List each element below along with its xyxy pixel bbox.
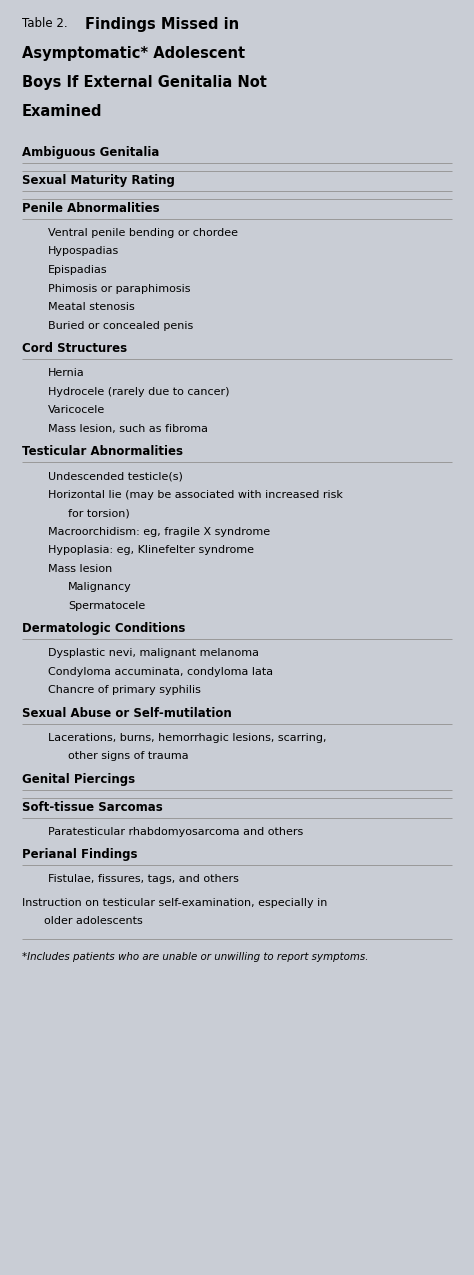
Text: Chancre of primary syphilis: Chancre of primary syphilis [48, 685, 201, 695]
Text: Dermatologic Conditions: Dermatologic Conditions [22, 622, 185, 635]
Text: Testicular Abnormalities: Testicular Abnormalities [22, 445, 183, 458]
Text: Boys If External Genitalia Not: Boys If External Genitalia Not [22, 75, 267, 91]
Text: Dysplastic nevi, malignant melanoma: Dysplastic nevi, malignant melanoma [48, 648, 259, 658]
Text: Examined: Examined [22, 105, 102, 119]
Text: Penile Abnormalities: Penile Abnormalities [22, 201, 160, 215]
Text: Asymptomatic* Adolescent: Asymptomatic* Adolescent [22, 46, 245, 61]
Text: other signs of trauma: other signs of trauma [68, 751, 189, 761]
Text: Instruction on testicular self-examination, especially in: Instruction on testicular self-examinati… [22, 898, 328, 908]
Text: *Includes patients who are unable or unwilling to report symptoms.: *Includes patients who are unable or unw… [22, 951, 368, 961]
Text: older adolescents: older adolescents [44, 915, 143, 926]
Text: Horizontal lie (may be associated with increased risk: Horizontal lie (may be associated with i… [48, 490, 343, 500]
Text: Lacerations, burns, hemorrhagic lesions, scarring,: Lacerations, burns, hemorrhagic lesions,… [48, 733, 327, 742]
Text: Spermatocele: Spermatocele [68, 601, 145, 611]
Text: Genital Piercings: Genital Piercings [22, 773, 135, 785]
Text: Phimosis or paraphimosis: Phimosis or paraphimosis [48, 283, 191, 293]
Text: Table 2.: Table 2. [22, 17, 68, 31]
Text: Findings Missed in: Findings Missed in [85, 17, 239, 32]
Text: Fistulae, fissures, tags, and others: Fistulae, fissures, tags, and others [48, 873, 239, 884]
Text: Sexual Maturity Rating: Sexual Maturity Rating [22, 173, 175, 187]
Text: Mass lesion: Mass lesion [48, 564, 112, 574]
Text: Hypoplasia: eg, Klinefelter syndrome: Hypoplasia: eg, Klinefelter syndrome [48, 544, 254, 555]
Text: Hypospadias: Hypospadias [48, 246, 119, 256]
Text: Malignancy: Malignancy [68, 581, 132, 592]
Text: Epispadias: Epispadias [48, 265, 108, 275]
Text: for torsion): for torsion) [68, 507, 130, 518]
Text: Varicocele: Varicocele [48, 405, 105, 414]
Text: Ambiguous Genitalia: Ambiguous Genitalia [22, 147, 159, 159]
Text: Paratesticular rhabdomyosarcoma and others: Paratesticular rhabdomyosarcoma and othe… [48, 826, 303, 836]
Text: Ventral penile bending or chordee: Ventral penile bending or chordee [48, 228, 238, 238]
Text: Hernia: Hernia [48, 368, 85, 377]
Text: Undescended testicle(s): Undescended testicle(s) [48, 470, 183, 481]
Text: Meatal stenosis: Meatal stenosis [48, 302, 135, 312]
Text: Mass lesion, such as fibroma: Mass lesion, such as fibroma [48, 423, 208, 434]
Text: Soft-tissue Sarcomas: Soft-tissue Sarcomas [22, 801, 163, 813]
Text: Buried or concealed penis: Buried or concealed penis [48, 320, 193, 330]
Text: Macroorchidism: eg, fragile X syndrome: Macroorchidism: eg, fragile X syndrome [48, 527, 270, 537]
Text: Hydrocele (rarely due to cancer): Hydrocele (rarely due to cancer) [48, 386, 229, 397]
Text: Perianal Findings: Perianal Findings [22, 848, 137, 861]
Text: Sexual Abuse or Self-mutilation: Sexual Abuse or Self-mutilation [22, 706, 232, 719]
Text: Condyloma accuminata, condyloma lata: Condyloma accuminata, condyloma lata [48, 667, 273, 677]
Text: Cord Structures: Cord Structures [22, 342, 127, 354]
